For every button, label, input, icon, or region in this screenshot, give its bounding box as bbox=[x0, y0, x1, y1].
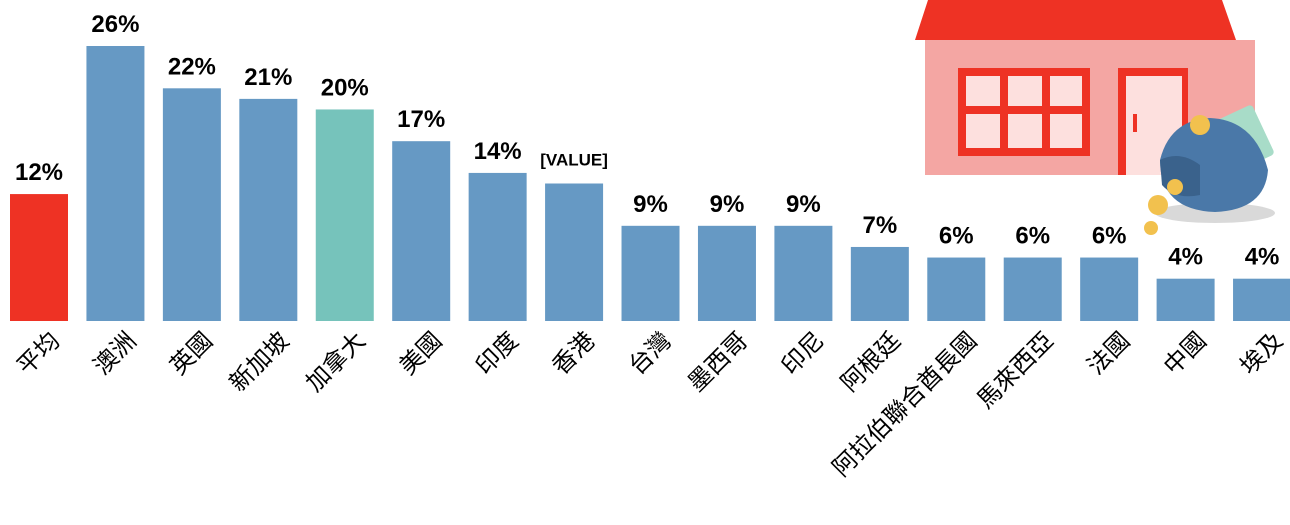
x-tick-label: 澳洲 bbox=[89, 327, 142, 380]
x-tick-label: 加拿大 bbox=[301, 327, 371, 397]
value-label: 26% bbox=[91, 11, 139, 38]
x-tick-label: 阿拉伯聯合酋長國 bbox=[828, 327, 983, 482]
bar bbox=[10, 194, 68, 321]
value-label: 7% bbox=[862, 212, 897, 239]
x-tick-label: 墨西哥 bbox=[683, 327, 753, 397]
bar bbox=[1080, 258, 1138, 321]
bar bbox=[392, 141, 450, 321]
bar bbox=[698, 226, 756, 321]
value-label: 22% bbox=[168, 53, 216, 80]
bar bbox=[622, 226, 680, 321]
bar bbox=[851, 247, 909, 321]
x-tick-label: 埃及 bbox=[1235, 327, 1288, 380]
value-label: 6% bbox=[939, 223, 974, 250]
value-label: 17% bbox=[397, 106, 445, 133]
bar bbox=[1157, 279, 1215, 321]
value-label: 6% bbox=[1092, 223, 1127, 250]
bar bbox=[469, 173, 527, 321]
bar bbox=[927, 258, 985, 321]
value-label: 9% bbox=[633, 191, 668, 218]
x-tick-label: 平均 bbox=[12, 327, 65, 380]
value-label: 14% bbox=[474, 138, 522, 165]
chart: 12% 平均 26% 澳洲 22% 英國 21% 新加坡 20% 加拿大 17% 美國 14% 印度 [VA… bbox=[0, 0, 1290, 525]
bar bbox=[774, 226, 832, 321]
value-label: 4% bbox=[1168, 244, 1203, 271]
bar bbox=[1004, 258, 1062, 321]
x-tick-label: 香港 bbox=[547, 327, 600, 380]
bar bbox=[545, 184, 603, 322]
x-tick-label: 美國 bbox=[394, 327, 447, 380]
bar bbox=[86, 46, 144, 321]
x-tick-label: 中國 bbox=[1159, 327, 1212, 380]
x-tick-label: 法國 bbox=[1082, 327, 1135, 380]
bar bbox=[316, 109, 374, 321]
bar bbox=[239, 99, 297, 321]
illustration bbox=[915, 0, 1275, 235]
bar bbox=[163, 88, 221, 321]
bar bbox=[1233, 279, 1290, 321]
x-tick-label: 印尼 bbox=[777, 327, 830, 380]
x-tick-label: 台灣 bbox=[624, 327, 677, 380]
value-label: 20% bbox=[321, 74, 369, 101]
value-label: [VALUE] bbox=[540, 151, 608, 170]
value-label: 9% bbox=[786, 191, 821, 218]
x-tick-label: 新加坡 bbox=[225, 327, 295, 397]
value-label: 9% bbox=[710, 191, 745, 218]
x-tick-label: 英國 bbox=[165, 327, 218, 380]
x-tick-label: 馬來西亞 bbox=[972, 327, 1059, 414]
value-label: 12% bbox=[15, 159, 63, 186]
value-label: 6% bbox=[1015, 223, 1050, 250]
value-label: 21% bbox=[244, 64, 292, 91]
value-label: 4% bbox=[1245, 244, 1280, 271]
x-tick-label: 阿根廷 bbox=[836, 327, 906, 397]
x-tick-label: 印度 bbox=[471, 327, 524, 380]
